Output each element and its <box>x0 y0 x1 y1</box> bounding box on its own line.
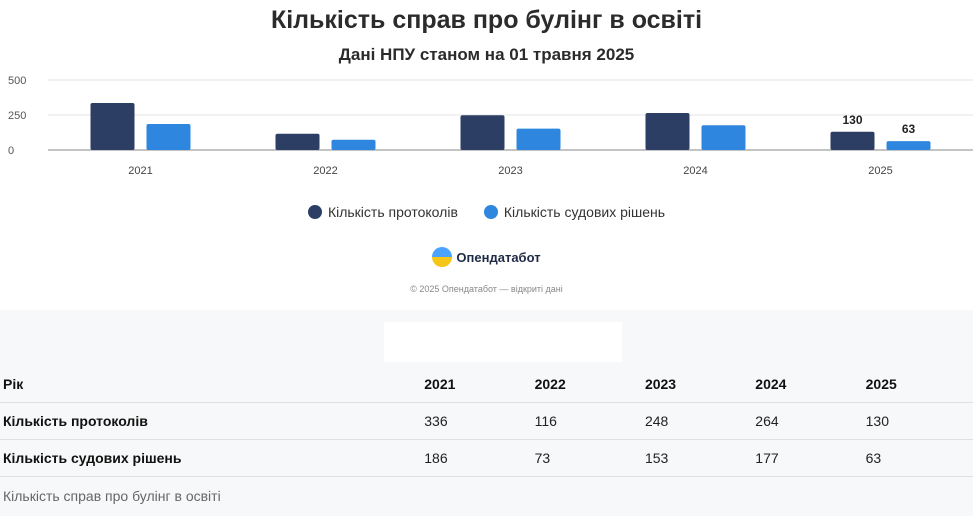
data-label: 130 <box>842 113 862 127</box>
legend-dot-decisions <box>483 205 498 219</box>
table-header-row: Рік 2021 2022 2023 2024 2025 <box>0 366 973 403</box>
data-table: Рік 2021 2022 2023 2024 2025 Кількість п… <box>0 366 973 477</box>
table-row-label: Кількість протоколів <box>0 402 422 440</box>
table-header-cell: 2024 <box>752 366 863 403</box>
bar-protocols <box>275 133 320 150</box>
y-tick-label: 500 <box>8 75 26 87</box>
y-tick-label: 250 <box>8 110 26 122</box>
bar-decisions <box>331 139 376 150</box>
table-caption: Кількість справ про булінг в освіті <box>3 488 221 504</box>
legend-item-decisions[interactable]: Кількість судових рішень <box>483 204 666 220</box>
bar-protocols <box>460 115 505 150</box>
table-cell: 186 <box>421 439 532 477</box>
table-row: Кількість судових рішень 186 73 153 177 … <box>0 439 973 477</box>
chart-subtitle: Дані НПУ станом на 01 травня 2025 <box>338 45 635 64</box>
x-tick-label: 2021 <box>128 165 152 177</box>
bar-chart: 0 250 500 2021 2022 2023 2024 2025 130 63 <box>8 75 973 177</box>
copyright: © 2025 Опендатабот — відкриті дані <box>410 284 563 294</box>
bar-decisions <box>701 125 746 150</box>
table-row: Кількість протоколів 336 116 248 264 130 <box>0 402 973 440</box>
table-cell: 130 <box>862 402 973 440</box>
legend-item-protocols[interactable]: Кількість протоколів <box>307 204 458 220</box>
table-cell: 177 <box>752 439 863 477</box>
legend-label-protocols: Кількість протоколів <box>327 204 458 220</box>
x-tick-label: 2022 <box>313 165 337 177</box>
table-header-cell: 2022 <box>531 366 642 403</box>
legend-label-decisions: Кількість судових рішень <box>503 204 666 220</box>
bar-decisions <box>516 128 561 150</box>
table-header-cell: 2025 <box>862 366 973 403</box>
table-row-label: Кількість судових рішень <box>0 439 422 477</box>
blank-panel <box>384 322 622 362</box>
table-cell: 73 <box>531 439 642 477</box>
bar-protocols <box>830 131 875 150</box>
x-tick-label: 2023 <box>498 165 522 177</box>
x-tick-label: 2025 <box>868 165 892 177</box>
brand-logo-icon <box>432 247 453 267</box>
chart-title: Кількість справ про булінг в освіті <box>270 6 703 34</box>
brand[interactable]: Опендатабот <box>0 247 973 267</box>
legend-dot-protocols <box>307 205 322 219</box>
table-header-cell: 2023 <box>641 366 753 403</box>
table-cell: 63 <box>862 439 973 477</box>
table-header-cell: Рік <box>0 366 422 403</box>
brand-name: Опендатабот <box>456 249 541 265</box>
bar-decisions <box>886 141 931 150</box>
table-cell: 116 <box>531 402 642 440</box>
data-label: 63 <box>902 122 916 136</box>
x-tick-label: 2024 <box>683 165 707 177</box>
table-header-cell: 2021 <box>421 366 532 403</box>
bar-decisions <box>146 123 191 150</box>
data-table-section: Рік 2021 2022 2023 2024 2025 Кількість п… <box>0 310 973 516</box>
table-cell: 336 <box>421 402 532 440</box>
table-cell: 248 <box>641 402 753 440</box>
bar-protocols <box>90 102 135 150</box>
table-cell: 264 <box>752 402 863 440</box>
legend: Кількість протоколів Кількість судових р… <box>0 204 973 220</box>
table-cell: 153 <box>641 439 753 477</box>
y-tick-label: 0 <box>8 145 14 157</box>
bar-protocols <box>645 113 690 150</box>
